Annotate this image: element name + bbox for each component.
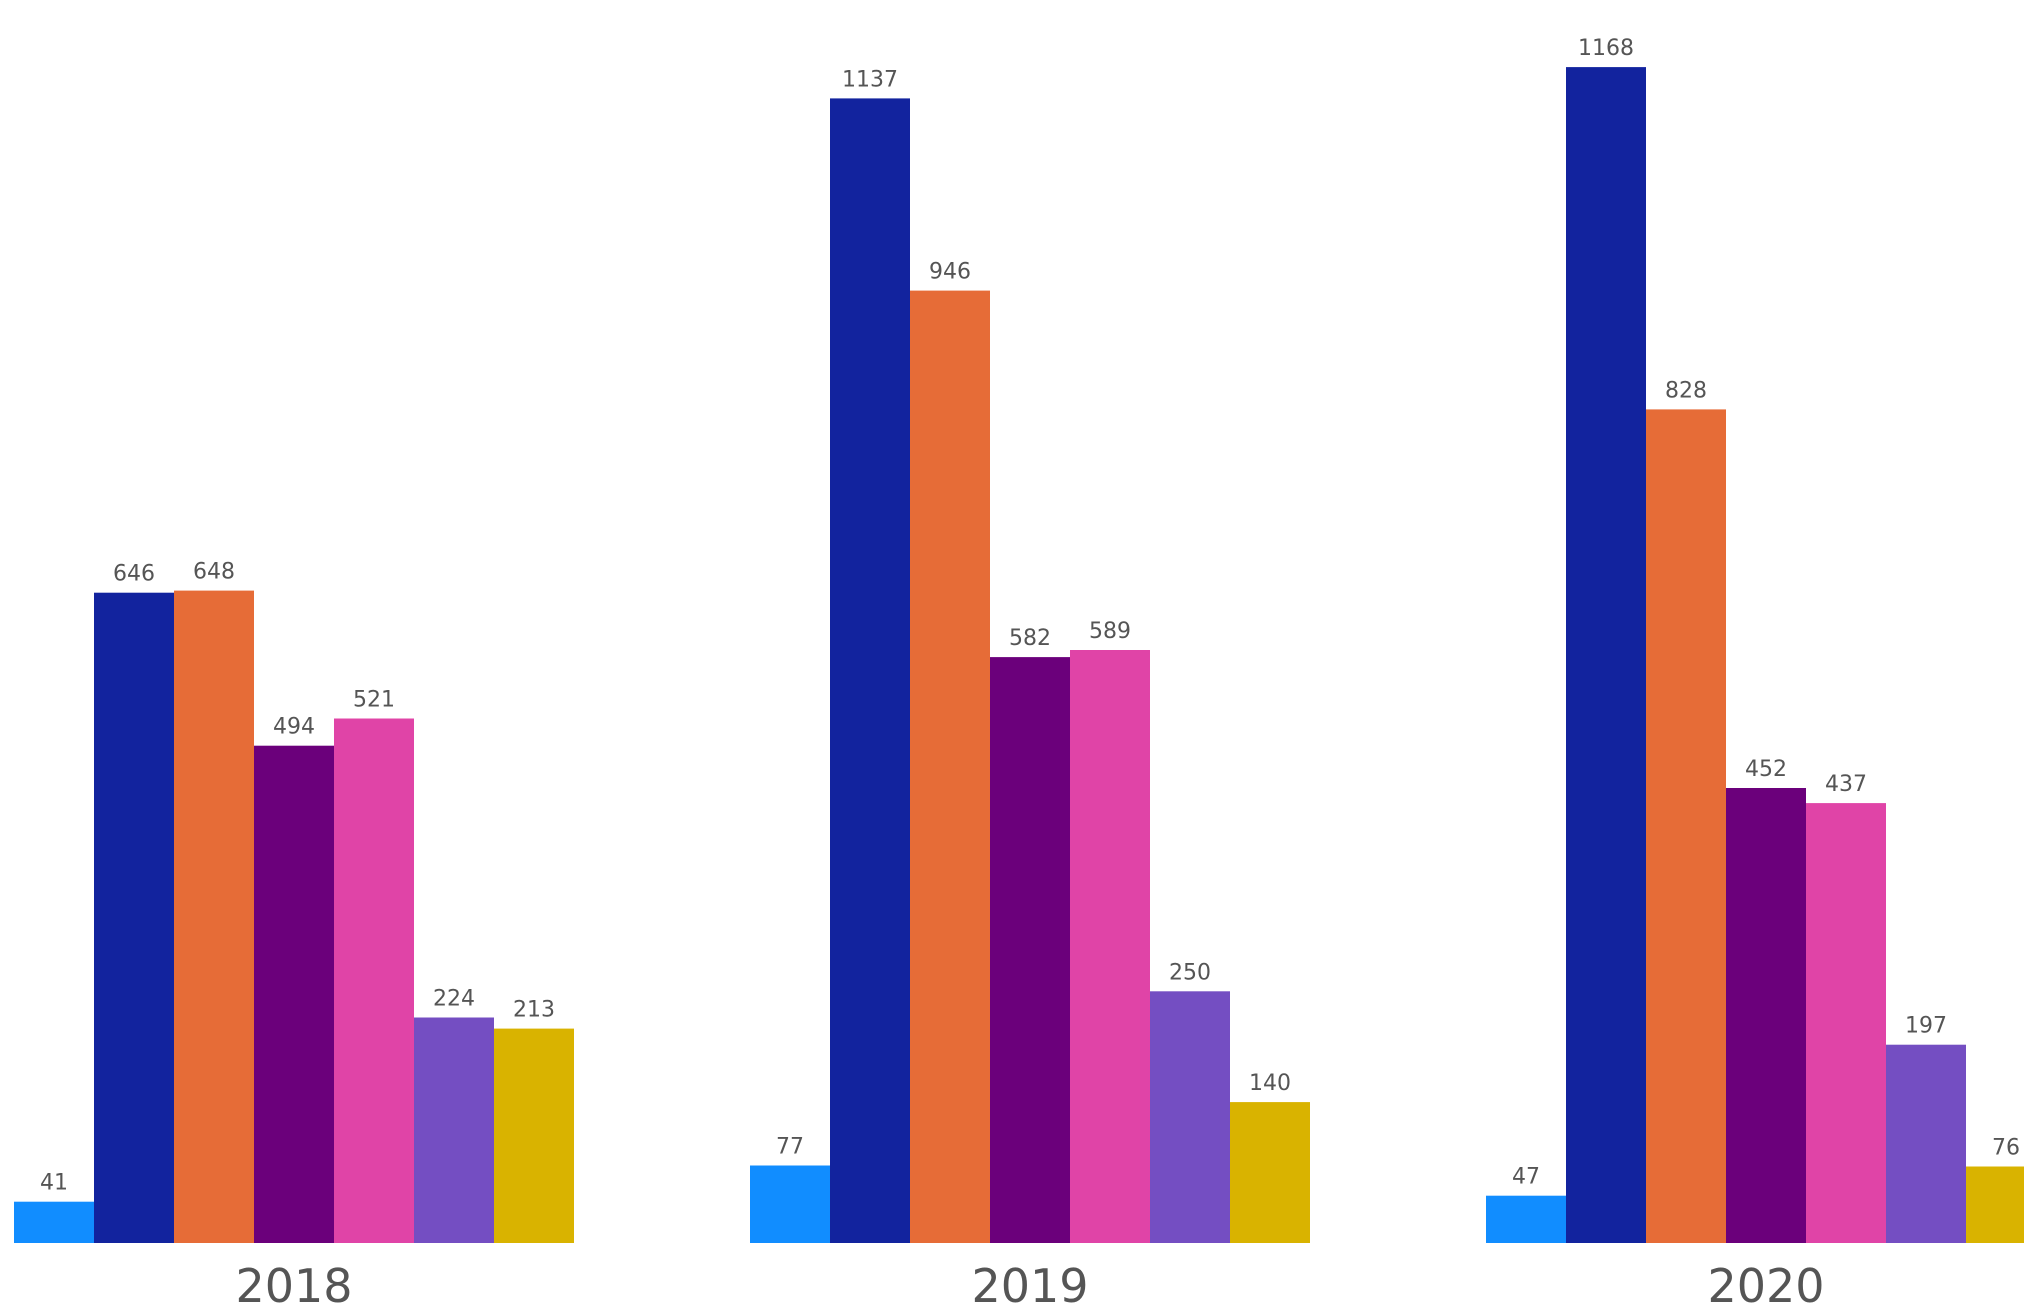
category-label-2019: 2019 bbox=[971, 1259, 1088, 1307]
bar-2019-series-1 bbox=[750, 1165, 830, 1243]
data-label-2018-series-7: 213 bbox=[513, 998, 555, 1023]
bar-2020-series-7 bbox=[1966, 1166, 2024, 1243]
data-label-2019-series-3: 946 bbox=[929, 260, 971, 285]
category-label-2018: 2018 bbox=[235, 1259, 352, 1307]
data-label-2018-series-5: 521 bbox=[353, 688, 395, 713]
bar-2020-series-4 bbox=[1726, 788, 1806, 1243]
data-label-2018-series-4: 494 bbox=[273, 715, 315, 740]
data-label-2018-series-1: 41 bbox=[40, 1171, 68, 1196]
data-label-2019-series-1: 77 bbox=[776, 1135, 804, 1160]
data-label-2019-series-6: 250 bbox=[1169, 960, 1211, 985]
data-label-2020-series-4: 452 bbox=[1745, 757, 1787, 782]
x-axis-category-labels: 2018 2019 2020 bbox=[235, 1259, 1824, 1307]
bar-2020-series-6 bbox=[1886, 1044, 1966, 1243]
data-label-2019-series-4: 582 bbox=[1009, 626, 1051, 651]
data-label-2019-series-7: 140 bbox=[1249, 1071, 1291, 1096]
bar-2019-series-4 bbox=[990, 657, 1070, 1243]
data-label-2020-series-1: 47 bbox=[1512, 1165, 1540, 1190]
bar-2019-series-3 bbox=[910, 290, 990, 1244]
bar-2020-series-5 bbox=[1806, 803, 1886, 1243]
bar-2018-series-1 bbox=[14, 1201, 94, 1243]
data-label-2018-series-2: 646 bbox=[113, 562, 155, 587]
data-label-2019-series-5: 589 bbox=[1089, 619, 1131, 644]
bar-2018-series-5 bbox=[334, 718, 414, 1243]
data-label-2020-series-7: 76 bbox=[1992, 1136, 2020, 1161]
bar-2019-series-6 bbox=[1150, 991, 1230, 1243]
bar-2018-series-6 bbox=[414, 1017, 494, 1243]
bar-2018-series-4 bbox=[254, 745, 334, 1243]
data-label-2018-series-3: 648 bbox=[193, 560, 235, 585]
bar-2020-series-3 bbox=[1646, 409, 1726, 1243]
data-label-2018-series-6: 224 bbox=[433, 987, 475, 1012]
data-label-2020-series-5: 437 bbox=[1825, 772, 1867, 797]
data-label-2020-series-2: 1168 bbox=[1578, 36, 1634, 61]
bar-2020-series-1 bbox=[1486, 1195, 1566, 1243]
bar-2020-series-2 bbox=[1566, 67, 1646, 1244]
data-label-2020-series-6: 197 bbox=[1905, 1014, 1947, 1039]
bar-2018-series-3 bbox=[174, 590, 254, 1243]
data-label-2019-series-2: 1137 bbox=[842, 67, 898, 92]
category-label-2020: 2020 bbox=[1707, 1259, 1824, 1307]
bar-2018-series-7 bbox=[494, 1028, 574, 1243]
bar-2018-series-2 bbox=[94, 592, 174, 1243]
data-label-2020-series-3: 828 bbox=[1665, 378, 1707, 403]
bar-2019-series-7 bbox=[1230, 1102, 1310, 1243]
data-labels-layer: 41 646 648 494 521 224 213 77 1137 946 582 589 250 14… bbox=[40, 36, 2020, 1196]
bars-layer bbox=[14, 67, 2024, 1244]
bar-2019-series-2 bbox=[830, 98, 910, 1243]
bar-2019-series-5 bbox=[1070, 650, 1150, 1243]
